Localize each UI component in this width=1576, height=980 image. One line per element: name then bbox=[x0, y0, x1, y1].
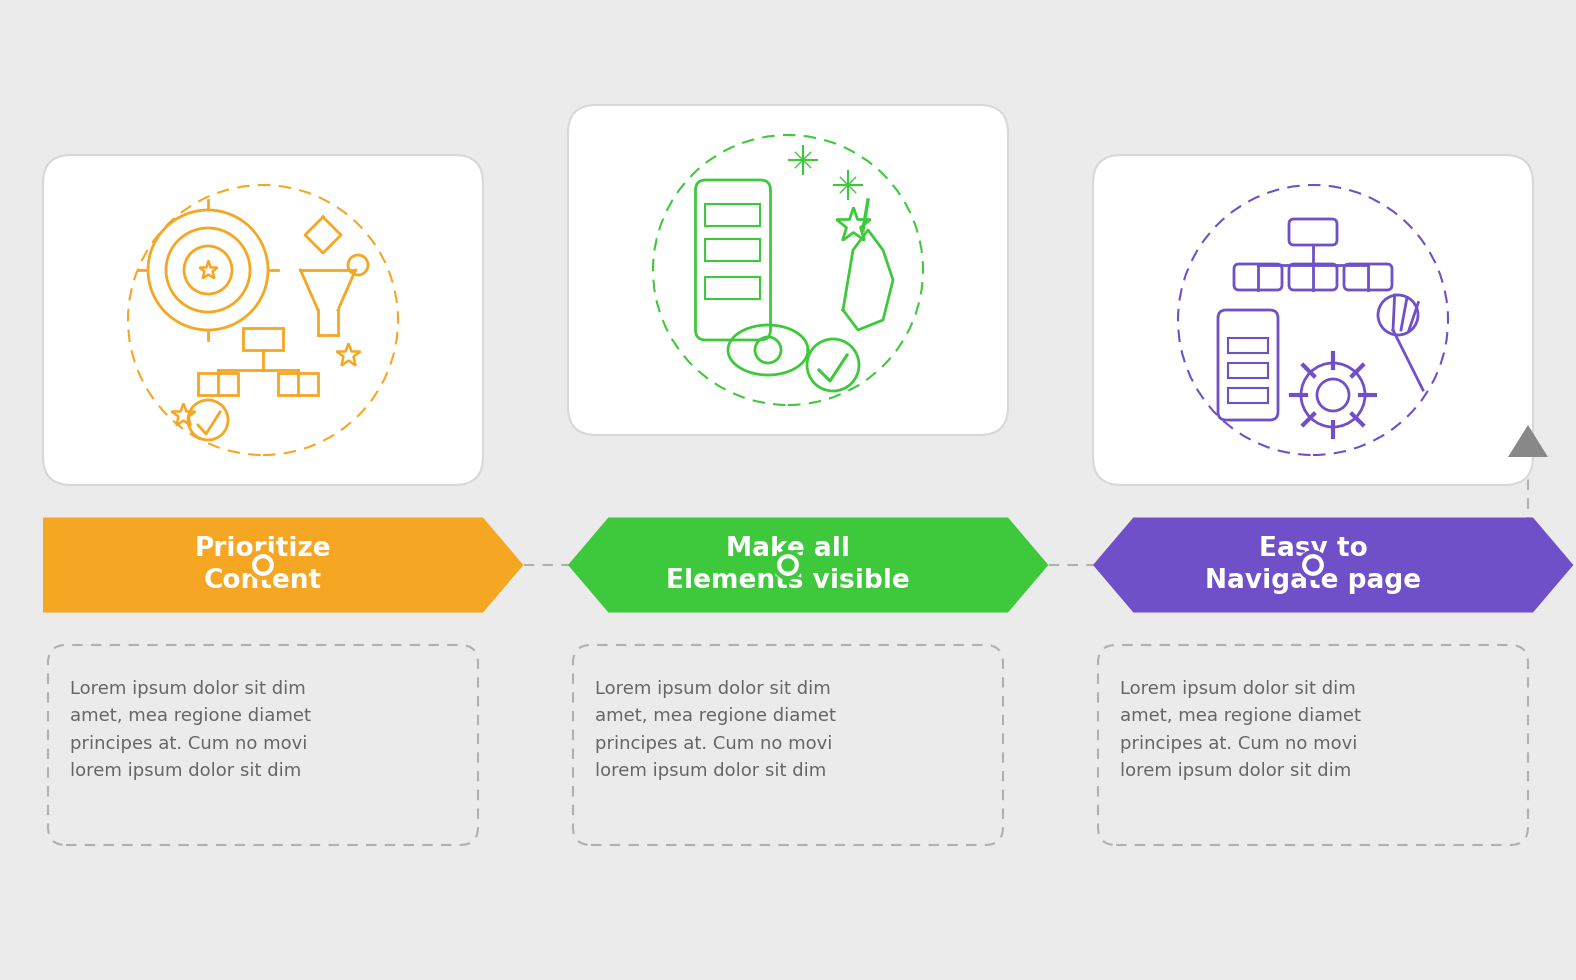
Circle shape bbox=[251, 552, 276, 578]
Polygon shape bbox=[43, 517, 523, 612]
Circle shape bbox=[257, 559, 269, 571]
Polygon shape bbox=[567, 517, 1048, 612]
FancyBboxPatch shape bbox=[567, 105, 1009, 435]
Text: Lorem ipsum dolor sit dim
amet, mea regione diamet
principes at. Cum no movi
lor: Lorem ipsum dolor sit dim amet, mea regi… bbox=[1121, 680, 1362, 780]
Circle shape bbox=[782, 559, 794, 571]
Text: Lorem ipsum dolor sit dim
amet, mea regione diamet
principes at. Cum no movi
lor: Lorem ipsum dolor sit dim amet, mea regi… bbox=[69, 680, 310, 780]
FancyBboxPatch shape bbox=[1094, 155, 1533, 485]
Circle shape bbox=[1307, 559, 1319, 571]
Text: Lorem ipsum dolor sit dim
amet, mea regione diamet
principes at. Cum no movi
lor: Lorem ipsum dolor sit dim amet, mea regi… bbox=[596, 680, 835, 780]
Circle shape bbox=[775, 552, 801, 578]
Circle shape bbox=[1300, 552, 1325, 578]
Polygon shape bbox=[1508, 425, 1548, 457]
Text: Easy to
Navigate page: Easy to Navigate page bbox=[1206, 535, 1422, 595]
FancyBboxPatch shape bbox=[43, 155, 482, 485]
Polygon shape bbox=[1094, 517, 1573, 612]
Text: Prioritize
Content: Prioritize Content bbox=[195, 535, 331, 595]
Text: Make all
Elements visible: Make all Elements visible bbox=[667, 535, 909, 595]
